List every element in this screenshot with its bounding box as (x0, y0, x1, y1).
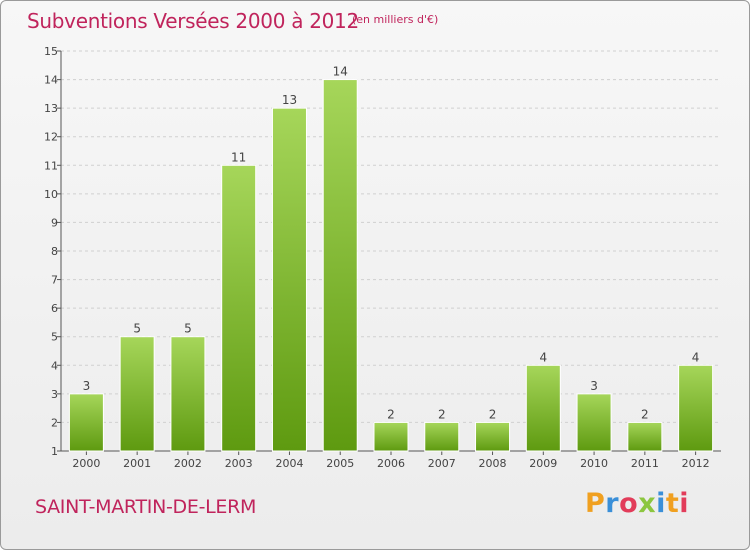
bar-2009 (525, 364, 561, 452)
x-tick-label-2012: 2012 (682, 457, 710, 470)
logo-letter: i (679, 488, 690, 519)
x-tick-label-2009: 2009 (529, 457, 557, 470)
logo-letter: P (585, 488, 606, 519)
bar-2010 (576, 393, 612, 452)
bar-2001 (119, 336, 155, 452)
value-label-2000: 3 (83, 379, 91, 393)
x-tick-label-2004: 2004 (275, 457, 303, 470)
logo-letter: o (619, 488, 639, 519)
labels: 3 2000 5 2001 5 2002 11 2003 13 2004 14 2005 2 2006 2 2… (72, 65, 709, 470)
bar-2008 (475, 421, 511, 452)
value-label-2002: 5 (184, 322, 192, 336)
y-tick-label: 1 (51, 445, 58, 458)
value-label-2004: 13 (282, 93, 297, 107)
x-tick-label-2000: 2000 (72, 457, 100, 470)
commune-name: SAINT-MARTIN-DE-LERM (35, 496, 257, 518)
bar-2012 (678, 364, 714, 452)
proxiti-logo[interactable]: Proxiti (585, 488, 689, 519)
value-label-2007: 2 (438, 407, 446, 421)
value-label-2011: 2 (641, 407, 649, 421)
bar-2000 (68, 393, 104, 452)
value-label-2008: 2 (489, 407, 497, 421)
grid-lines (61, 50, 721, 452)
bar-2007 (424, 421, 460, 452)
x-tick-label-2010: 2010 (580, 457, 608, 470)
bar-2003 (221, 164, 257, 452)
value-label-2009: 4 (539, 350, 547, 364)
bar-2011 (627, 421, 663, 452)
x-tick-label-2007: 2007 (428, 457, 456, 470)
y-tick-label: 8 (51, 245, 58, 258)
y-tick-label: 5 (51, 331, 58, 344)
value-label-2001: 5 (133, 322, 141, 336)
logo-letter: r (605, 488, 620, 519)
bar-2004 (271, 107, 307, 452)
logo-letter: i (656, 488, 666, 519)
x-tick-label-2008: 2008 (479, 457, 507, 470)
y-tick-label: 9 (51, 216, 58, 229)
y-tick-label: 13 (44, 102, 58, 115)
x-tick-label-2005: 2005 (326, 457, 354, 470)
x-tick-label-2006: 2006 (377, 457, 405, 470)
chart-title: Subventions Versées 2000 à 2012 (27, 9, 359, 33)
y-tick-label: 10 (44, 188, 58, 201)
y-tick-label: 15 (44, 45, 58, 58)
y-tick-label: 6 (51, 302, 58, 315)
value-label-2010: 3 (590, 379, 598, 393)
value-label-2012: 4 (692, 350, 700, 364)
y-tick-label: 12 (44, 131, 58, 144)
bar-2006 (373, 421, 409, 452)
y-tick-label: 3 (51, 388, 58, 401)
x-tick-label-2001: 2001 (123, 457, 151, 470)
logo-letter: t (665, 488, 680, 519)
x-tick-label-2003: 2003 (225, 457, 253, 470)
y-tick-label: 2 (51, 416, 58, 429)
value-label-2005: 14 (333, 65, 348, 79)
y-tick-label: 7 (51, 274, 58, 287)
value-label-2003: 11 (231, 150, 246, 164)
x-tick-label-2002: 2002 (174, 457, 202, 470)
logo-letter: x (638, 488, 657, 519)
y-tick-label: 11 (44, 159, 58, 172)
x-tick-label-2011: 2011 (631, 457, 659, 470)
bar-2002 (170, 336, 206, 452)
value-label-2006: 2 (387, 407, 395, 421)
y-tick-label: 14 (44, 74, 58, 87)
y-tick-label: 4 (51, 359, 58, 372)
unit-note: (en milliers d'€) (352, 13, 439, 26)
bar-2005 (322, 79, 358, 452)
bars (68, 79, 714, 452)
